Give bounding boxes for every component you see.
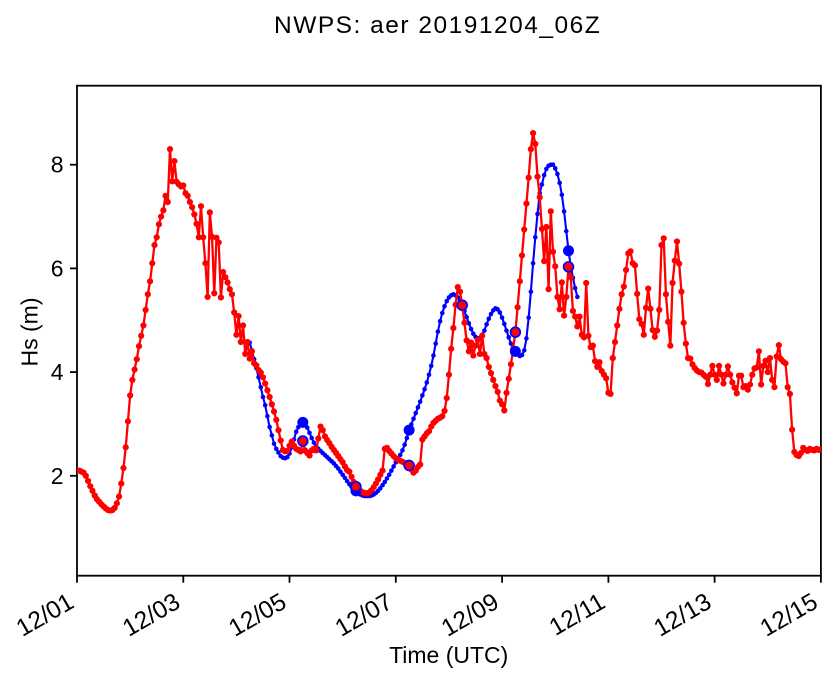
svg-text:Time (UTC): Time (UTC): [389, 642, 508, 668]
svg-text:6: 6: [51, 255, 64, 281]
svg-text:8: 8: [51, 152, 64, 178]
svg-text:Hs (m): Hs (m): [17, 298, 43, 367]
svg-text:2: 2: [51, 463, 64, 489]
svg-text:4: 4: [51, 359, 64, 385]
svg-text:NWPS: aer 20191204_06Z: NWPS: aer 20191204_06Z: [274, 12, 601, 39]
